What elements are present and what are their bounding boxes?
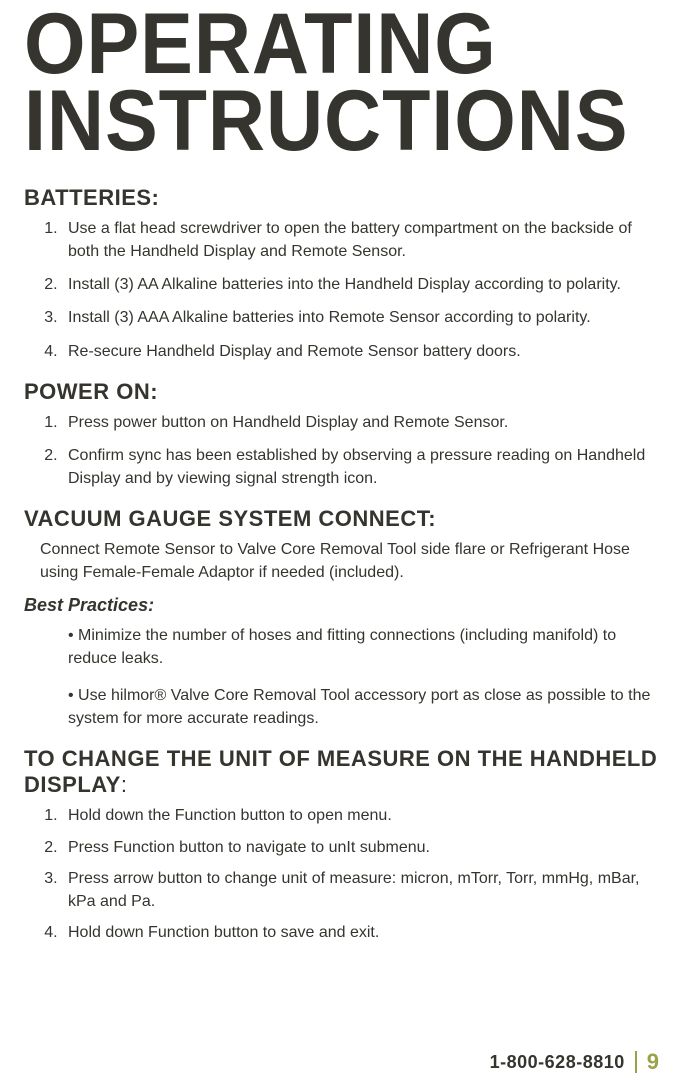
footer-page-number: 9 [647, 1049, 659, 1075]
heading-batteries: BATTERIES: [24, 185, 659, 211]
list-item: Press power button on Handheld Display a… [62, 411, 659, 434]
list-item: Press Function button to navigate to unI… [62, 836, 659, 859]
list-item: Use a flat head screwdriver to open the … [62, 217, 659, 263]
list-item: Hold down Function button to save and ex… [62, 921, 659, 944]
list-item: Confirm sync has been established by obs… [62, 444, 659, 490]
heading-power-on: POWER ON: [24, 379, 659, 405]
paragraph-connect: Connect Remote Sensor to Valve Core Remo… [40, 538, 643, 584]
list-batteries: Use a flat head screwdriver to open the … [24, 217, 659, 363]
list-power-on: Press power button on Handheld Display a… [24, 411, 659, 491]
heading-unit-colon: : [121, 772, 128, 797]
list-unit-change: Hold down the Function button to open me… [24, 804, 659, 944]
bullet-item: • Use hilmor® Valve Core Removal Tool ac… [68, 684, 659, 730]
list-item: Install (3) AA Alkaline batteries into t… [62, 273, 659, 296]
footer-phone: 1-800-628-8810 [490, 1052, 625, 1073]
footer: 1-800-628-8810 9 [490, 1049, 659, 1075]
heading-best-practices: Best Practices: [24, 595, 659, 616]
page-title: OPERATING INSTRUCTIONS [24, 6, 608, 161]
heading-unit-text: TO CHANGE THE UNIT OF MEASURE ON THE HAN… [24, 746, 657, 797]
list-best-practices: • Minimize the number of hoses and fitti… [24, 624, 659, 731]
title-line-2: INSTRUCTIONS [24, 73, 628, 169]
bullet-item: • Minimize the number of hoses and fitti… [68, 624, 659, 670]
list-item: Hold down the Function button to open me… [62, 804, 659, 827]
list-item: Re-secure Handheld Display and Remote Se… [62, 340, 659, 363]
footer-divider [635, 1051, 637, 1073]
heading-connect: VACUUM GAUGE SYSTEM CONNECT: [24, 506, 659, 532]
list-item: Install (3) AAA Alkaline batteries into … [62, 306, 659, 329]
list-item: Press arrow button to change unit of mea… [62, 867, 659, 913]
heading-unit-change: TO CHANGE THE UNIT OF MEASURE ON THE HAN… [24, 746, 659, 798]
